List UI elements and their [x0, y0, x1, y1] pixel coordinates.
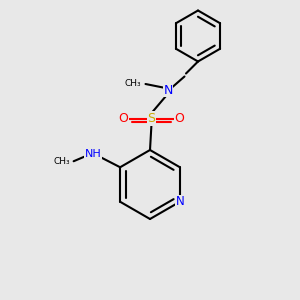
Text: CH₃: CH₃ [53, 157, 70, 166]
Text: N: N [163, 83, 173, 97]
Text: O: O [119, 112, 128, 125]
Text: NH: NH [85, 149, 101, 159]
Text: N: N [176, 195, 184, 208]
Text: S: S [148, 112, 155, 125]
Text: CH₃: CH₃ [124, 80, 141, 88]
Text: O: O [175, 112, 184, 125]
